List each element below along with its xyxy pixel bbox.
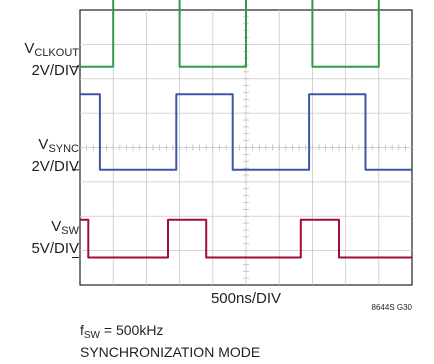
channel-label-sync: VSYNC 2V/DIV <box>4 136 79 176</box>
x-axis-label: 500ns/DIV <box>210 290 282 307</box>
plot-grid <box>80 10 412 285</box>
trace-layer <box>80 0 412 259</box>
condition-mode: SYNCHRONIZATION MODE <box>80 344 261 360</box>
ground-markers <box>72 66 79 258</box>
channel-label-clkout: VCLKOUT 2V/DIV <box>4 40 79 80</box>
channel-label-sw: VSW 5V/DIV <box>4 218 79 258</box>
channel-scale-sync: 2V/DIV <box>31 158 79 175</box>
trace-clkout <box>80 0 380 68</box>
channel-scale-clkout: 2V/DIV <box>31 62 79 79</box>
trace-sw <box>80 218 412 259</box>
condition-fsw: fSW = 500kHz <box>80 322 164 341</box>
test-conditions: fSW = 500kHz SYNCHRONIZATION MODE <box>80 322 260 360</box>
figure-id: 8644S G30 <box>371 303 412 312</box>
trace-sync <box>80 93 412 171</box>
channel-scale-sw: 5V/DIV <box>31 240 79 257</box>
